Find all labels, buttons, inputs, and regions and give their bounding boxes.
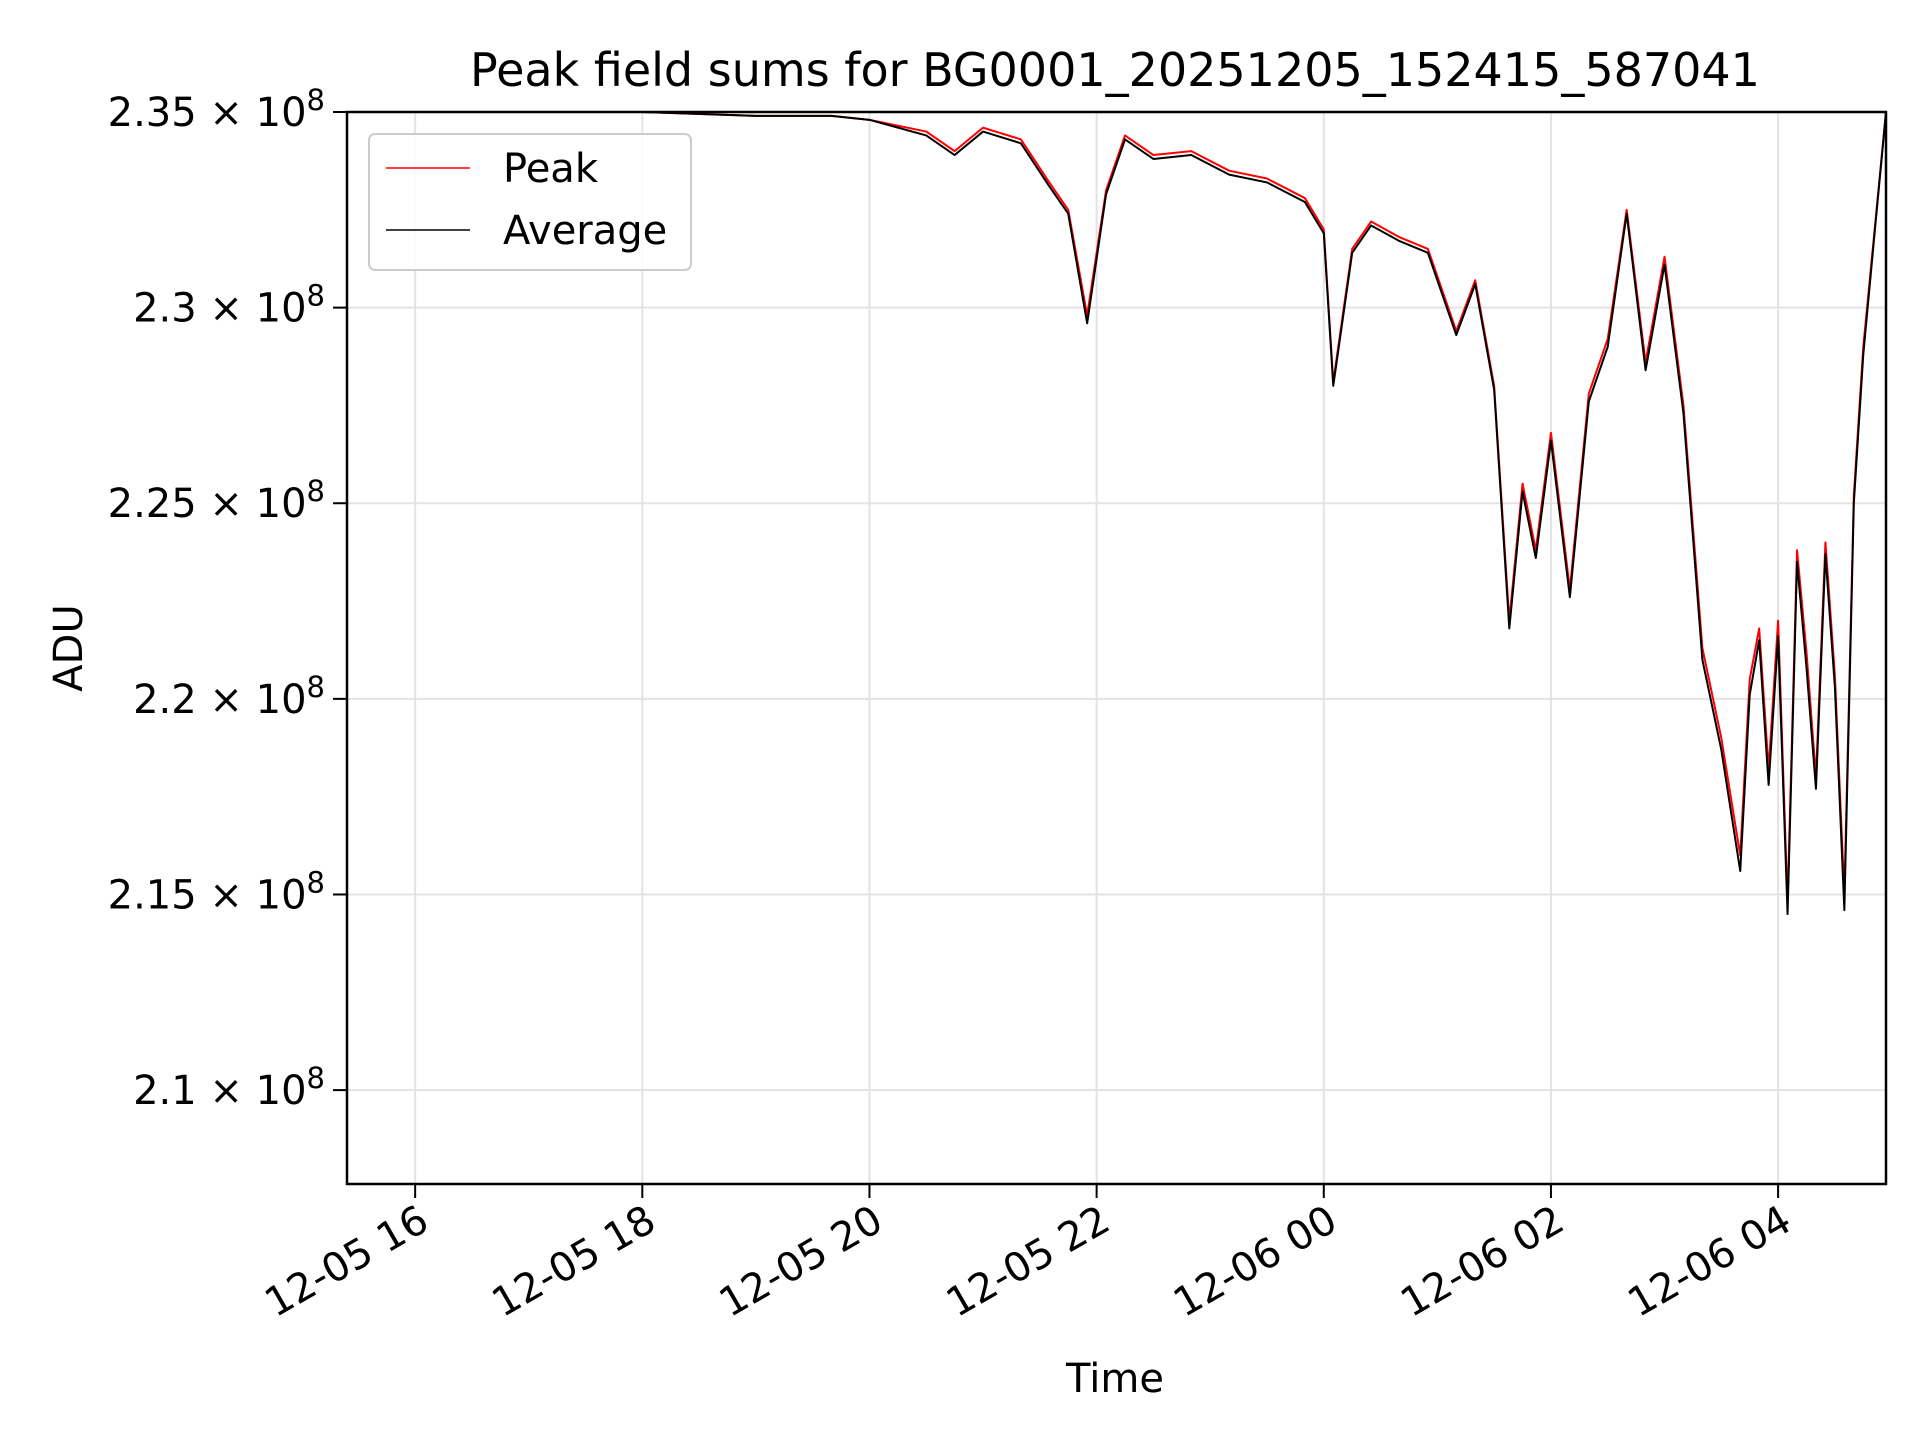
chart-title: Peak field sums for BG0001_20251205_1524… [470, 43, 1760, 97]
plot-frame [345, 110, 1888, 1186]
legend: Peak Average [368, 133, 692, 271]
y-tick-label: 2.25 × 108 [108, 474, 325, 527]
x-axis-label: Time [1065, 1356, 1164, 1402]
y-tick-label: 2.2 × 108 [133, 670, 325, 723]
series-line-average [347, 112, 1886, 916]
y-tick-label: 2.15 × 108 [108, 865, 325, 918]
y-axis-label: ADU [46, 604, 92, 691]
y-tick-label: 2.1 × 108 [133, 1061, 325, 1114]
legend-label-peak: Peak [503, 146, 599, 192]
y-tick-label: 2.3 × 108 [133, 279, 325, 332]
y-tick-label: 2.35 × 108 [108, 83, 325, 136]
series-layer [347, 112, 1886, 916]
legend-label-average: Average [503, 208, 667, 254]
y-axis: 2.35 × 108 2.3 × 108 2.25 × 108 2.2 × 108 2.… [108, 83, 347, 1114]
